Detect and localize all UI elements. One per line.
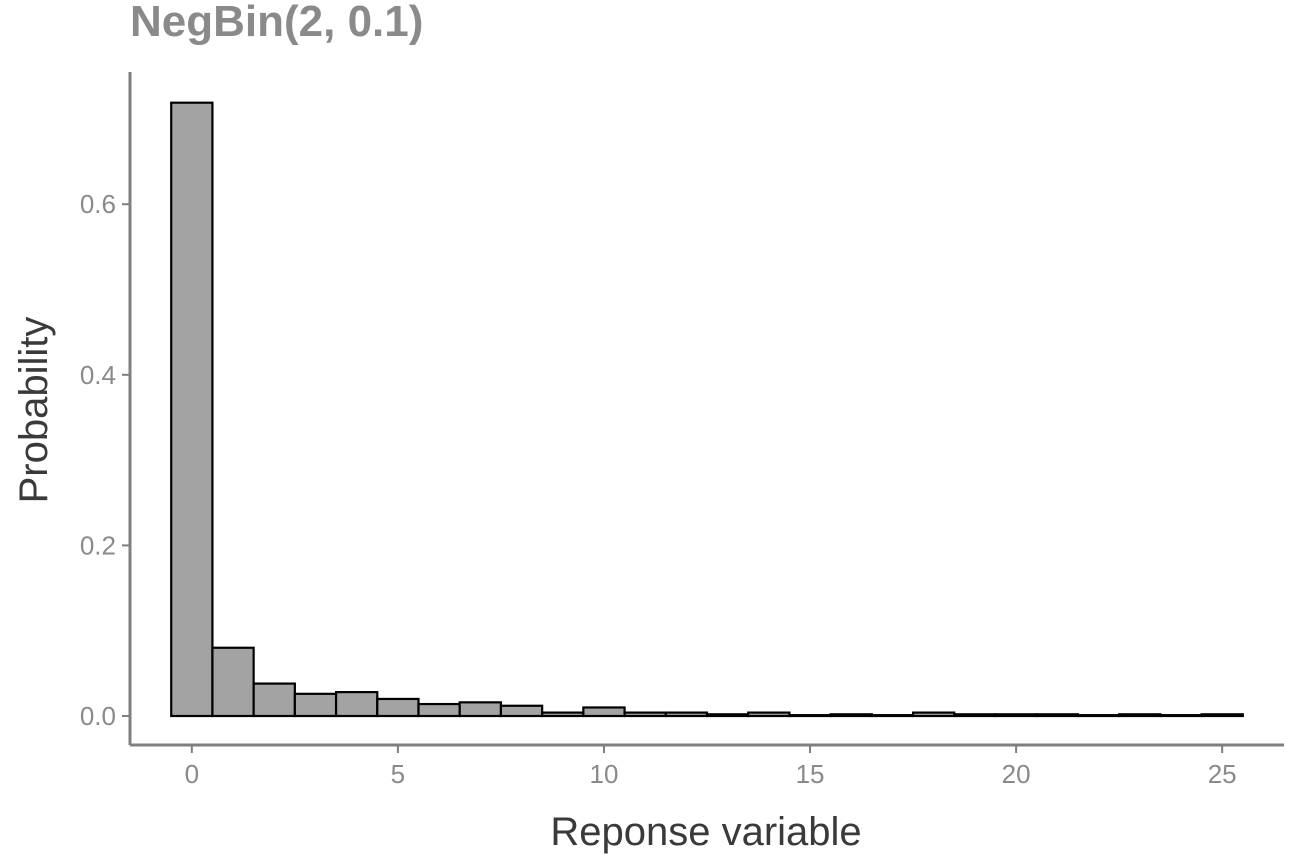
x-tick-label: 15 (796, 759, 825, 789)
bars-group (170, 101, 1244, 718)
bar-x-14 (747, 711, 791, 718)
bar-x-18 (911, 711, 956, 718)
x-tick-label: 5 (391, 759, 405, 789)
y-tick-label: 0.0 (80, 701, 116, 731)
bar-x-22 (1076, 714, 1121, 718)
bar-x-21 (1035, 713, 1080, 718)
x-axis-title: Reponse variable (550, 810, 861, 854)
y-tick-label: 0.6 (80, 189, 116, 219)
bar-x-1 (211, 646, 255, 718)
chart-title: NegBin(2, 0.1) (130, 0, 423, 46)
bar-x-15 (788, 714, 832, 718)
bar-x-8 (499, 704, 544, 718)
bar-x-2 (252, 682, 296, 718)
x-tick-label: 0 (185, 759, 199, 789)
bar-x-9 (541, 711, 585, 718)
y-tick-label: 0.4 (80, 360, 116, 390)
x-tick-label: 10 (590, 759, 619, 789)
bar-x-5 (376, 697, 420, 718)
bar-x-19 (953, 713, 997, 718)
y-axis-title: Probability (12, 317, 56, 504)
x-tick-label: 25 (1208, 759, 1237, 789)
y-tick-label: 0.2 (80, 530, 116, 560)
bar-x-20 (994, 713, 1038, 718)
x-tick-label: 20 (1002, 759, 1031, 789)
bar-x-0 (170, 101, 214, 718)
bar-x-23 (1118, 713, 1162, 718)
x-axis-ticks: 0 5 10 15 20 25 (185, 745, 1237, 789)
bar-x-10 (582, 706, 626, 718)
bar-x-3 (293, 692, 338, 718)
bar-x-13 (705, 713, 750, 718)
bar-x-12 (664, 711, 709, 718)
bar-x-17 (870, 714, 915, 718)
bar-x-16 (829, 713, 873, 718)
bar-x-4 (334, 691, 379, 718)
bar-x-7 (458, 701, 503, 718)
bar-x-25 (1200, 713, 1244, 718)
bar-x-6 (417, 702, 461, 718)
bar-x-11 (623, 711, 667, 718)
bar-x-24 (1159, 714, 1203, 718)
y-axis-ticks: 0.0 0.2 0.4 0.6 (80, 189, 130, 731)
